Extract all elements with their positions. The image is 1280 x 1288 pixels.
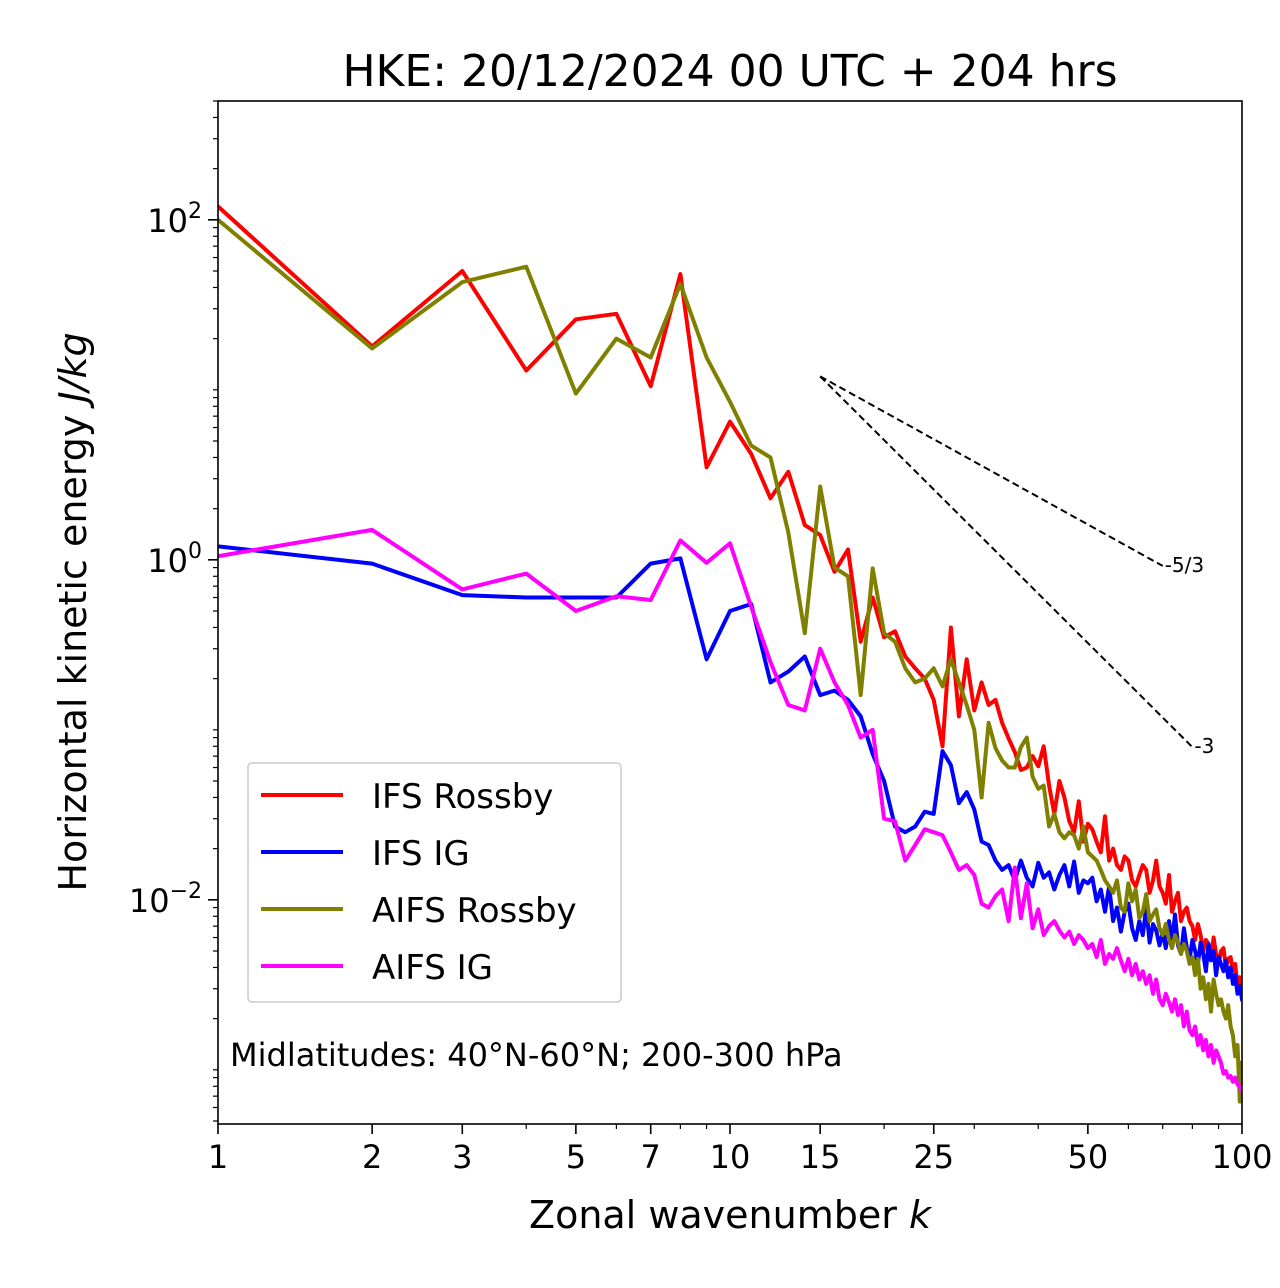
legend-label-aifs-rossby: AIFS Rossby <box>372 891 577 931</box>
y-tick-label: 102 <box>147 199 202 240</box>
series-line-ifs-ig <box>218 544 1242 1002</box>
x-tick-label: 3 <box>452 1138 472 1176</box>
legend: IFS Rossby IFS IG AIFS Rossby AIFS IG <box>247 762 622 1003</box>
legend-item-aifs-ig: AIFS IG <box>261 948 493 988</box>
legend-item-aifs-rossby: AIFS Rossby <box>261 891 577 931</box>
x-tick-label: 15 <box>800 1138 841 1176</box>
x-tick-label: 100 <box>1211 1138 1272 1176</box>
series-line-aifs-ig <box>218 527 1242 1094</box>
x-tick-label: 7 <box>641 1138 661 1176</box>
slope-minus-3-label: -3 <box>1194 734 1214 758</box>
legend-box <box>247 762 622 1003</box>
y-axis-label: Horizontal kinetic energy J/kg <box>51 332 95 891</box>
legend-label-ifs-rossby: IFS Rossby <box>372 777 553 817</box>
x-tick-label: 10 <box>710 1138 751 1176</box>
y-axis-ticks: 102 100 10−2 <box>129 100 218 1122</box>
slope-minus-5-3-label: -5/3 <box>1165 553 1204 577</box>
x-axis-ticks: 1 2 3 5 7 10 15 25 50 100 <box>208 1124 1273 1176</box>
plot-area-frame <box>217 100 1243 1125</box>
x-tick-label: 1 <box>208 1138 228 1176</box>
region-annotation: Midlatitudes: 40°N-60°N; 200-300 hPa <box>230 1036 843 1074</box>
y-tick-label: 100 <box>147 539 202 580</box>
x-tick-label: 5 <box>566 1138 586 1176</box>
x-axis-label: Zonal wavenumber k <box>529 1193 933 1237</box>
series-layer <box>218 203 1242 1104</box>
x-tick-label: 25 <box>913 1138 954 1176</box>
reference-slope-lines: -5/3 -3 <box>819 375 1214 758</box>
chart-title: HKE: 20/12/2024 00 UTC + 204 hrs <box>342 46 1117 97</box>
x-tick-label: 2 <box>362 1138 382 1176</box>
x-tick-label: 50 <box>1068 1138 1109 1176</box>
legend-label-ifs-ig: IFS IG <box>372 834 470 874</box>
y-tick-label: 10−2 <box>129 879 202 920</box>
legend-label-aifs-ig: AIFS IG <box>372 948 493 988</box>
series-line-aifs-rossby <box>218 217 1242 1104</box>
legend-item-ifs-rossby: IFS Rossby <box>261 777 553 817</box>
legend-item-ifs-ig: IFS IG <box>261 834 470 874</box>
